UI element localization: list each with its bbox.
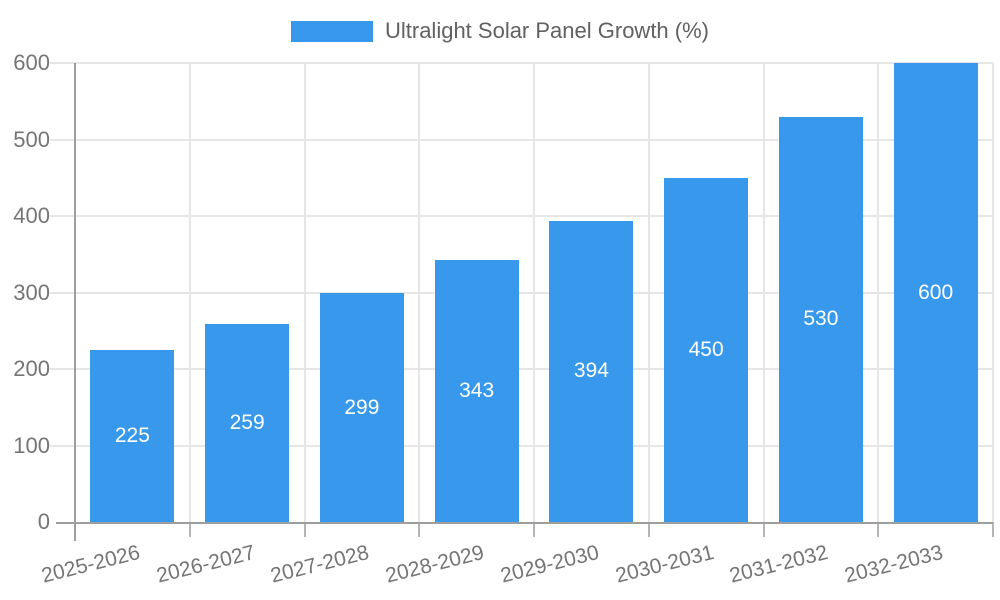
v-gridline	[188, 63, 191, 522]
bar[interactable]	[893, 63, 978, 522]
x-tick-mark	[762, 522, 765, 537]
y-tick-label: 100	[13, 432, 50, 458]
x-tick-label: 2027-2028	[268, 540, 372, 588]
bar[interactable]	[778, 116, 863, 522]
legend-swatch	[290, 20, 373, 42]
x-tick-mark	[647, 522, 650, 537]
bar-value-label: 259	[229, 410, 265, 434]
legend-label: Ultralight Solar Panel Growth (%)	[384, 18, 709, 43]
bar-value-label: 343	[459, 378, 495, 402]
h-gridline	[50, 368, 993, 370]
x-tick-label: 2029-2030	[498, 540, 602, 588]
v-gridline	[303, 63, 306, 522]
h-gridline	[50, 138, 993, 141]
v-gridline	[418, 63, 421, 522]
x-tick-mark	[418, 522, 421, 537]
x-tick-mark	[533, 522, 535, 537]
x-axis-line	[56, 522, 993, 524]
x-tick-mark	[188, 522, 191, 537]
v-gridline	[647, 63, 650, 522]
bar[interactable]	[319, 293, 404, 522]
bar-value-label: 225	[114, 423, 150, 447]
x-tick-mark	[303, 522, 306, 537]
x-tick-label: 2025-2026	[39, 540, 143, 588]
bar[interactable]	[664, 177, 749, 522]
x-tick-label: 2030-2031	[612, 540, 716, 588]
bar-value-label: 299	[344, 395, 380, 419]
x-tick-label: 2026-2027	[153, 540, 257, 588]
y-tick-label: 200	[13, 356, 50, 381]
bar-value-label: 394	[573, 359, 609, 383]
bar[interactable]	[90, 349, 175, 522]
x-tick-label: 2032-2033	[842, 540, 946, 588]
x-tick-mark	[877, 522, 880, 537]
x-tick-label: 2028-2029	[383, 540, 487, 588]
x-tick-label: 2031-2032	[727, 540, 831, 588]
h-gridline	[50, 444, 993, 447]
h-gridline	[50, 291, 993, 294]
y-tick-label: 600	[13, 50, 50, 75]
h-gridline	[50, 215, 993, 217]
y-tick-label: 0	[37, 509, 50, 534]
x-tick-mark	[992, 522, 994, 537]
bar[interactable]	[549, 220, 634, 522]
chart-legend[interactable]: Ultralight Solar Panel Growth (%)	[0, 18, 1000, 44]
v-gridline	[877, 63, 880, 522]
v-gridline	[992, 63, 994, 522]
bar-value-label: 600	[918, 280, 954, 304]
y-tick-label: 300	[13, 279, 50, 305]
y-tick-label: 400	[13, 203, 50, 228]
bar-value-label: 450	[688, 337, 724, 361]
h-gridline	[50, 62, 993, 64]
bar[interactable]	[434, 259, 519, 522]
bar-value-label: 530	[803, 307, 839, 331]
y-tick-label: 500	[13, 126, 50, 152]
v-gridline	[533, 63, 535, 522]
bar[interactable]	[205, 323, 290, 522]
y-axis-line	[74, 63, 76, 541]
v-gridline	[762, 63, 765, 522]
